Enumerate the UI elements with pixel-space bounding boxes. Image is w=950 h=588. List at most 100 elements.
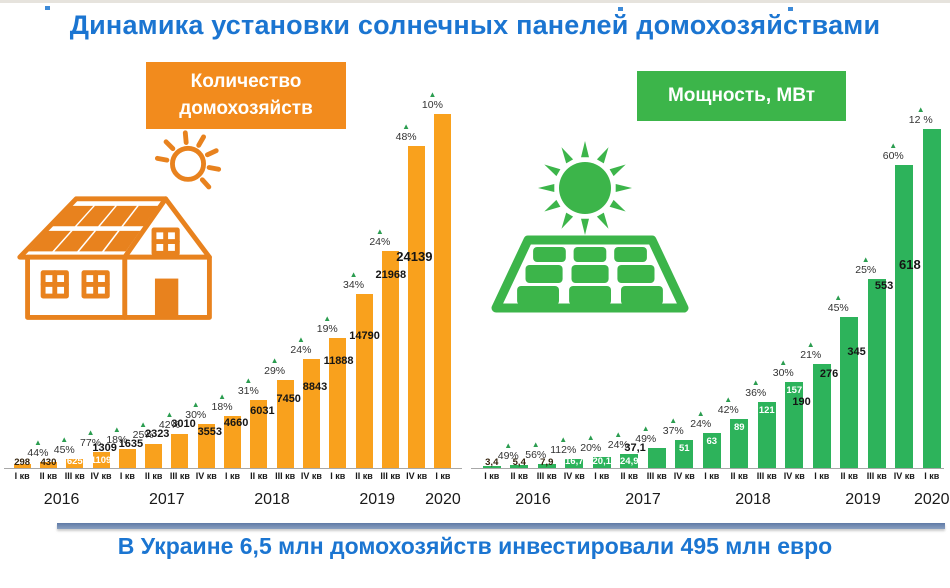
sun-ray	[609, 199, 626, 212]
x-tick-label: I кв	[484, 471, 500, 481]
year-label: 2019	[359, 491, 395, 508]
growth-indicator: ▲ 42%	[145, 410, 193, 431]
up-triangle-icon: ▲	[559, 434, 568, 444]
bar	[620, 454, 639, 468]
growth-pct-label: 44%	[27, 446, 49, 459]
capacity-chart-header: Мощность, МВт	[637, 71, 846, 121]
bar-value-label: 157	[786, 384, 803, 396]
growth-pct-label: 25%	[855, 263, 877, 276]
bar-value-label: 3010	[171, 418, 196, 430]
bar	[276, 380, 294, 468]
year-label: 2016	[515, 491, 551, 508]
growth-indicator: ▲ 12 %	[897, 105, 945, 126]
bar	[408, 146, 426, 468]
up-triangle-icon: ▲	[218, 391, 226, 401]
up-triangle-icon: ▲	[244, 375, 253, 385]
bar	[565, 459, 584, 468]
panel-cell	[517, 286, 559, 305]
bar-value-label: 553	[874, 280, 894, 292]
up-triangle-icon: ▲	[696, 408, 705, 418]
bar	[922, 129, 941, 468]
bar-value-label: 190	[792, 396, 811, 408]
bar	[812, 364, 831, 468]
growth-pct-label: 49%	[497, 449, 519, 462]
bar	[895, 165, 914, 468]
page-title: Динамика установки солнечных панелей дом…	[69, 10, 881, 40]
growth-pct-label: 77%	[80, 436, 102, 449]
bar-value-label: 14790	[349, 330, 380, 342]
growth-pct-label: 37%	[662, 424, 684, 437]
x-tick-label: IV кв	[783, 471, 805, 481]
x-tick-label: III кв	[169, 471, 190, 481]
growth-indicator: ▲ 34%	[330, 270, 378, 291]
growth-pct-label: 60%	[882, 149, 904, 162]
bar-value-label: 4660	[223, 417, 249, 429]
bar	[250, 400, 268, 468]
year-label: 2018	[735, 491, 771, 508]
bar-value-label: 1635	[118, 438, 144, 450]
sun-ray	[609, 164, 626, 177]
up-triangle-icon: ▲	[641, 423, 650, 433]
bar	[224, 416, 242, 468]
panel-cell	[614, 247, 647, 262]
x-tick-label: III кв	[380, 471, 401, 481]
footer-text: В Украине 6,5 млн домохозяйств инвестиро…	[117, 533, 833, 559]
year-label: 2017	[625, 491, 661, 508]
growth-indicator: ▲ 25%	[842, 255, 890, 276]
sun-ray	[581, 218, 589, 235]
bar-value-label: 89	[733, 421, 745, 433]
bar-value-label: 3,4	[485, 456, 499, 468]
growth-indicator: ▲ 45%	[814, 292, 862, 314]
bar-value-label: 8843	[302, 381, 328, 393]
panel-cell	[573, 247, 607, 262]
x-tick-label: III кв	[646, 471, 667, 481]
growth-pct-label: 24%	[690, 417, 712, 430]
bar	[647, 448, 666, 468]
growth-indicator: ▲ 45%	[40, 434, 88, 456]
bar	[675, 440, 694, 468]
growth-pct-label: 20%	[580, 441, 602, 454]
up-triangle-icon: ▲	[60, 434, 69, 444]
year-label: 2017	[149, 491, 185, 508]
house-solar-panels-icon	[17, 130, 222, 320]
up-triangle-icon: ▲	[86, 427, 95, 437]
growth-pct-label: 10%	[421, 98, 443, 111]
up-triangle-icon: ▲	[191, 399, 200, 409]
up-triangle-icon: ▲	[323, 313, 332, 323]
up-triangle-icon: ▲	[779, 357, 788, 367]
x-tick-label: II кв	[39, 471, 58, 481]
bar-value-label: 2323	[144, 428, 170, 440]
growth-pct-label: 31%	[237, 384, 259, 397]
x-tick-label: III кв	[756, 471, 777, 481]
growth-pct-label: 24%	[607, 438, 629, 451]
bar	[145, 444, 163, 468]
year-label: 2020	[913, 491, 950, 508]
x-tick-label: II кв	[355, 471, 373, 481]
bar	[13, 464, 31, 468]
growth-indicator: ▲ 21%	[787, 340, 835, 361]
bar-value-label: 298	[14, 456, 31, 468]
growth-indicator: ▲ 18%	[93, 424, 141, 446]
growth-pct-label: 45%	[827, 301, 849, 314]
sun-ray	[561, 212, 574, 229]
up-triangle-icon: ▲	[375, 226, 384, 236]
x-tick-label: IV кв	[195, 471, 217, 481]
bar-value-label: 1109	[90, 454, 112, 466]
growth-indicator: ▲ 37%	[649, 416, 697, 437]
bar-value-label: 625	[66, 455, 83, 467]
bar	[329, 338, 347, 468]
panel-cell	[569, 286, 611, 305]
panel-cell	[533, 247, 566, 262]
growth-indicator: ▲ 49%	[622, 423, 670, 445]
growth-pct-label: 30%	[772, 366, 794, 379]
up-triangle-icon: ▲	[751, 377, 760, 387]
growth-pct-label: 36%	[745, 386, 767, 399]
households-chart-header: Количество домохозяйств	[146, 62, 346, 129]
up-triangle-icon: ▲	[112, 424, 121, 434]
bar-value-label: 20,1	[592, 455, 612, 467]
capacity-chart-header-label: Мощность, МВт	[667, 84, 815, 106]
up-triangle-icon: ▲	[834, 292, 843, 302]
x-tick-label: III кв	[275, 471, 296, 481]
bar	[381, 251, 399, 468]
